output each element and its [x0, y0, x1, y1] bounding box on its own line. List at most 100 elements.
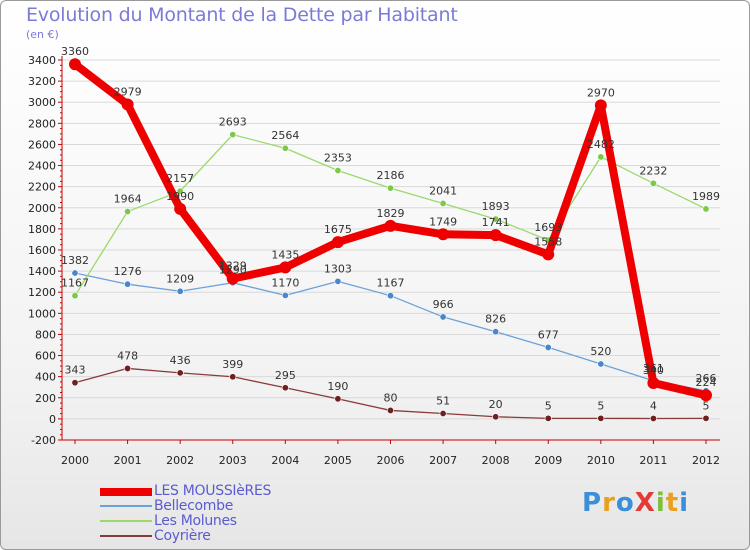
data-point-0 [489, 229, 502, 242]
y-tick-label: 3400 [28, 54, 56, 67]
data-point-2 [386, 184, 394, 192]
data-point-0 [174, 202, 187, 215]
data-label-2: 2482 [587, 138, 615, 151]
data-point-3 [649, 414, 657, 422]
data-point-2 [124, 208, 132, 216]
x-tick-label: 2001 [114, 454, 142, 467]
x-tick-label: 2011 [639, 454, 667, 467]
data-label-0: 2970 [587, 86, 615, 99]
data-point-2 [334, 167, 342, 175]
data-point-2 [597, 153, 605, 161]
data-label-3: 295 [275, 369, 296, 382]
data-label-2: 2693 [219, 116, 247, 129]
data-point-1 [492, 328, 500, 336]
data-label-0: 1990 [166, 190, 194, 203]
chart-unit-label: (en €) [26, 28, 59, 41]
data-label-3: 80 [384, 391, 398, 404]
data-label-3: 190 [327, 380, 348, 393]
data-point-2 [439, 199, 447, 207]
data-point-2 [176, 187, 184, 195]
legend-label-les-molunes: Les Molunes [154, 513, 237, 529]
x-tick-label: 2008 [482, 454, 510, 467]
data-label-0: 1675 [324, 223, 352, 236]
legend-label-bellecombe: Bellecombe [154, 498, 234, 514]
data-label-1: 1170 [271, 276, 299, 289]
data-label-0: 1329 [219, 260, 247, 273]
data-label-1: 1276 [114, 265, 142, 278]
data-label-1: 266 [696, 372, 717, 385]
y-tick-label: 1800 [28, 223, 56, 236]
data-point-1 [176, 287, 184, 295]
data-point-0 [700, 389, 712, 402]
x-tick-label: 2010 [587, 454, 615, 467]
data-label-2: 2232 [639, 164, 667, 177]
data-label-1: 361 [643, 362, 664, 375]
data-label-1: 826 [485, 313, 506, 326]
y-tick-label: 800 [35, 328, 56, 341]
y-tick-label: 1000 [28, 307, 56, 320]
x-tick-label: 2000 [61, 454, 89, 467]
data-point-1 [597, 360, 605, 368]
data-point-3 [439, 410, 447, 418]
data-point-2 [71, 292, 79, 300]
data-point-2 [281, 144, 289, 152]
data-point-3 [176, 369, 184, 377]
x-tick-label: 2009 [534, 454, 562, 467]
x-tick-label: 2004 [271, 454, 299, 467]
data-point-0 [647, 377, 660, 389]
data-label-1: 966 [433, 298, 454, 311]
data-label-0: 3360 [61, 45, 89, 58]
data-label-0: 1829 [377, 207, 405, 220]
data-point-0 [69, 58, 81, 71]
data-label-2: 1989 [692, 190, 720, 203]
y-tick-label: 2600 [28, 138, 56, 151]
data-point-0 [121, 98, 134, 111]
y-tick-label: 2000 [28, 202, 56, 215]
y-tick-label: 3000 [28, 96, 56, 109]
data-point-1 [386, 292, 394, 300]
legend-label-les-moussieres: LES MOUSSIèRES [154, 483, 272, 499]
data-point-2 [492, 215, 500, 223]
data-label-0: 1435 [271, 248, 299, 261]
y-tick-label: 1400 [28, 265, 56, 278]
x-tick-label: 2007 [429, 454, 457, 467]
proxiti-logo: ProXiti [582, 488, 690, 518]
x-tick-label: 2005 [324, 454, 352, 467]
data-point-3 [71, 379, 79, 387]
chart-title: Evolution du Montant de la Dette par Hab… [26, 4, 458, 26]
data-label-3: 5 [703, 399, 710, 412]
data-point-3 [386, 406, 394, 414]
data-label-2: 1167 [61, 277, 89, 290]
data-point-3 [229, 373, 237, 381]
y-tick-label: 2800 [28, 117, 56, 130]
data-point-3 [492, 413, 500, 421]
data-point-3 [597, 414, 605, 422]
data-label-3: 343 [65, 364, 86, 377]
data-label-1: 1290 [219, 264, 247, 277]
data-point-0 [279, 261, 292, 274]
legend-label-coyriere: Coyrière [154, 528, 211, 544]
data-point-1 [334, 277, 342, 285]
x-tick-label: 2002 [166, 454, 194, 467]
y-tick-label: 1200 [28, 286, 56, 299]
data-point-2 [649, 179, 657, 187]
data-label-0: 1558 [534, 235, 562, 248]
data-label-3: 5 [597, 399, 604, 412]
data-point-0 [226, 272, 239, 285]
data-label-3: 399 [222, 358, 243, 371]
data-label-0: 1741 [482, 216, 510, 229]
data-label-3: 51 [436, 395, 450, 408]
legend-swatch-coyriere [100, 535, 152, 537]
data-point-0 [542, 248, 555, 261]
x-tick-label: 2012 [692, 454, 720, 467]
series-line-1 [74, 272, 707, 392]
data-point-2 [229, 131, 237, 139]
data-point-2 [702, 205, 710, 213]
x-tick-label: 2003 [219, 454, 247, 467]
data-point-1 [281, 291, 289, 299]
data-point-3 [702, 414, 710, 422]
data-label-2: 1893 [482, 200, 510, 213]
data-point-1 [439, 313, 447, 321]
